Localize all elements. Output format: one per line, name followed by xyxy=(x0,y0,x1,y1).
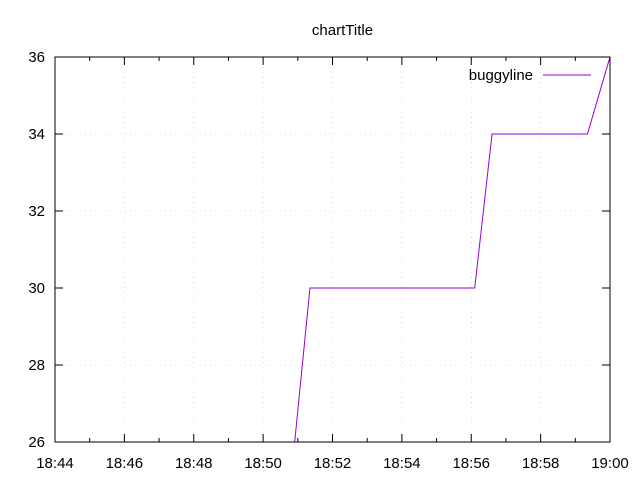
x-tick-label: 18:46 xyxy=(106,455,144,472)
y-tick-label: 34 xyxy=(28,126,45,143)
x-tick-label: 18:56 xyxy=(452,455,490,472)
x-tick-label: 19:00 xyxy=(591,455,629,472)
axis-ticks: 18:44 18:46 18:48 18:50 18:52 18:54 18:56 18:58… xyxy=(28,49,628,472)
y-tick-label: 28 xyxy=(28,357,45,374)
plot-frame xyxy=(54,56,611,443)
series-line-buggyline xyxy=(294,57,610,442)
x-tick-label: 18:50 xyxy=(244,455,282,472)
x-tick-label: 18:54 xyxy=(383,455,421,472)
legend: buggyline xyxy=(469,67,591,84)
grid xyxy=(55,57,610,442)
x-tick-label: 18:48 xyxy=(175,455,213,472)
chart-title: chartTitle xyxy=(312,22,373,39)
y-tick-label: 30 xyxy=(28,280,45,297)
x-tick-label: 18:44 xyxy=(36,455,74,472)
x-tick-label: 18:52 xyxy=(314,455,352,472)
y-tick-label: 32 xyxy=(28,203,45,220)
y-tick-label: 26 xyxy=(28,434,45,451)
series-layer xyxy=(294,57,610,442)
x-tick-label: 18:58 xyxy=(522,455,560,472)
legend-label: buggyline xyxy=(469,67,533,84)
y-tick-label: 36 xyxy=(28,49,45,66)
